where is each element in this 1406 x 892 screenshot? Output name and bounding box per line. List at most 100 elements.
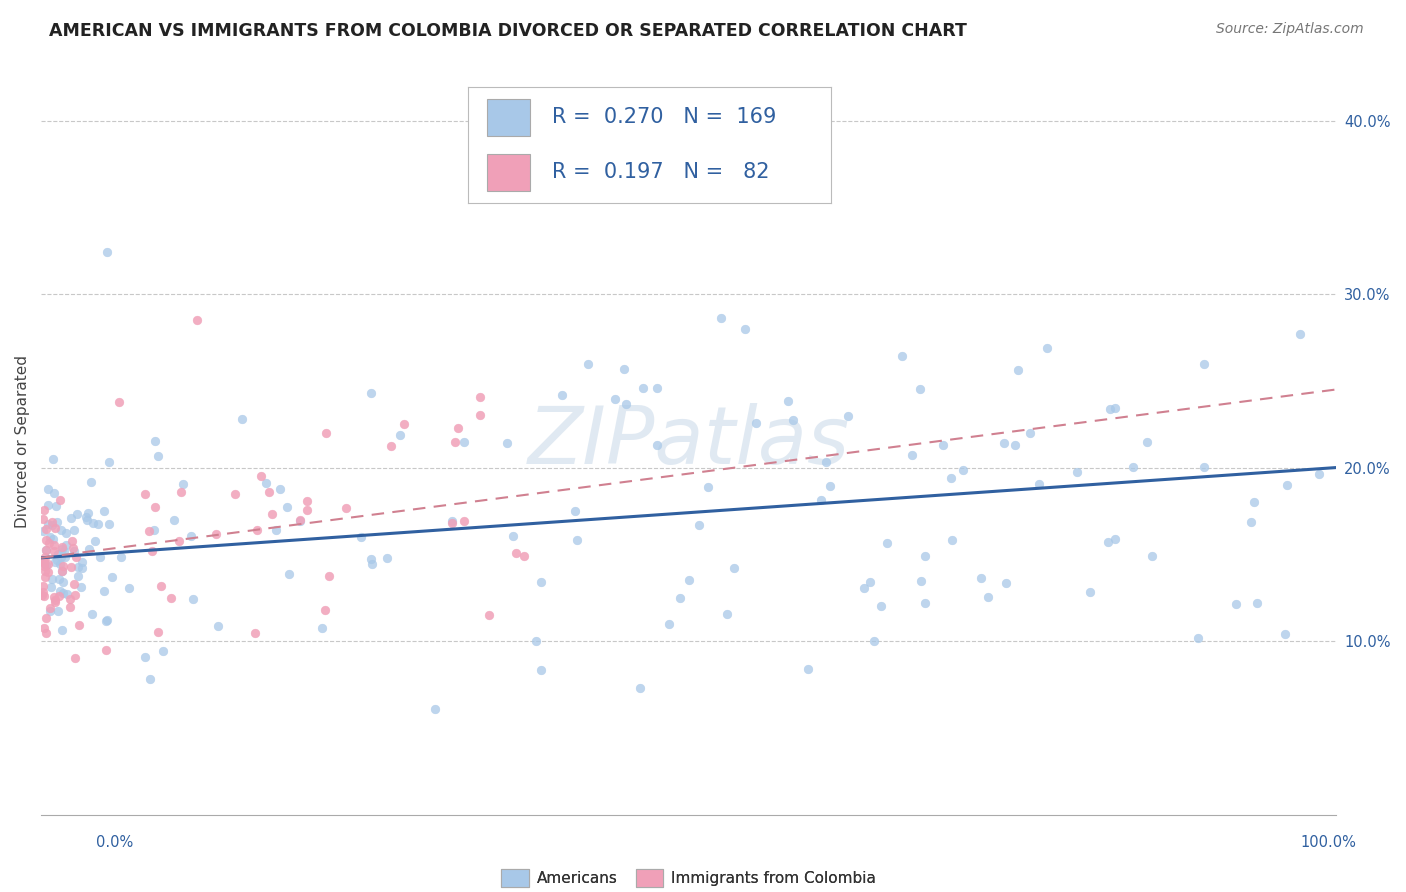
Point [818,479,841,493]
Point [870,599,893,613]
Point [453,435,475,450]
Point [60,511,83,525]
Text: Source: ZipAtlas.com: Source: ZipAtlas.com [1216,22,1364,37]
Point [565,533,588,548]
Point [932,437,955,451]
Point [66,507,89,521]
Point [266,523,288,537]
Point [1277,478,1299,492]
Point [526,633,548,648]
Point [245,626,267,640]
Point [87,517,110,532]
Point [67,560,90,574]
Point [1308,467,1330,481]
Point [976,590,998,604]
Point [631,381,654,395]
Point [44,555,66,569]
Point [34,549,56,564]
Point [49,492,72,507]
Point [70,561,93,575]
Point [146,449,169,463]
Point [603,392,626,407]
Point [82,607,104,622]
Point [318,569,340,583]
Point [98,516,121,531]
Point [138,524,160,538]
Point [1028,477,1050,491]
Point [716,607,738,621]
Point [269,482,291,496]
Point [35,558,58,573]
Point [34,621,56,635]
Point [181,592,204,607]
Point [62,544,84,558]
Point [782,412,804,426]
Point [94,615,117,629]
Point [1066,465,1088,479]
Point [952,463,974,477]
Point [37,498,59,512]
Point [564,504,586,518]
Point [277,566,299,581]
Point [315,425,337,440]
Point [45,499,67,513]
Point [51,564,73,578]
Point [852,582,875,596]
Point [59,591,82,606]
Point [41,516,63,530]
Point [1194,459,1216,474]
Point [1239,515,1261,529]
Point [63,523,86,537]
Point [1192,357,1215,371]
Point [295,493,318,508]
Point [134,486,156,500]
Point [37,517,59,532]
Point [96,613,118,627]
Point [35,522,58,536]
Point [478,608,501,623]
Point [53,550,76,565]
Point [46,604,69,618]
Point [910,382,932,396]
Point [1080,585,1102,599]
Point [143,500,166,514]
Point [52,585,75,599]
Point [392,417,415,432]
Point [56,587,79,601]
Point [141,544,163,558]
Point [423,701,446,715]
Point [51,623,73,637]
Point [1097,535,1119,549]
Y-axis label: Divorced or Separated: Divorced or Separated [15,355,30,528]
Point [31,553,53,567]
Point [744,416,766,430]
Point [42,452,65,467]
Point [76,506,98,520]
Point [32,589,55,603]
Point [55,526,77,541]
Point [143,434,166,448]
Point [143,524,166,538]
Point [910,574,932,588]
Point [149,579,172,593]
Point [914,596,936,610]
Point [34,570,56,584]
Point [389,427,412,442]
Point [647,438,669,452]
Point [32,503,55,517]
Point [35,542,58,557]
Point [80,475,103,489]
Point [375,551,398,566]
Point [361,557,384,571]
Point [314,603,336,617]
Point [862,634,884,648]
Point [1004,438,1026,452]
Point [530,575,553,590]
Point [67,617,90,632]
Point [35,543,58,558]
Point [55,538,77,552]
Point [107,394,129,409]
Point [859,575,882,590]
Point [1104,532,1126,546]
Point [810,492,832,507]
